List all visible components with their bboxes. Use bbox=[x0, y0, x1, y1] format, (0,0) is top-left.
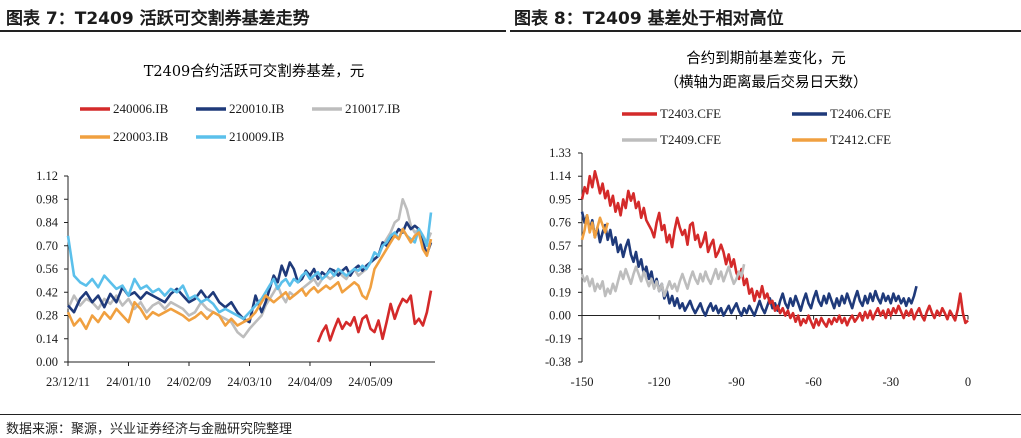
title-rule-left bbox=[0, 30, 506, 32]
x-tick-label: 24/05/09 bbox=[348, 375, 392, 389]
y-tick-label: 0.42 bbox=[36, 285, 58, 299]
legend-label-t2406-cfe: T2406.CFE bbox=[830, 106, 891, 121]
x-tick-label: -60 bbox=[805, 375, 822, 389]
basis-expiry-chart: 合约到期前基差变化，元 （横轴为距离最后交易日天数） T2403.CFE T2406.… bbox=[545, 50, 971, 389]
x-tick-label: -120 bbox=[648, 375, 671, 389]
chart-title: 合约到期前基差变化，元 bbox=[686, 50, 846, 67]
series-line-210009-ib bbox=[66, 212, 433, 321]
series-line-t2406-cfe bbox=[580, 211, 918, 317]
x-tick-label: 24/04/09 bbox=[288, 375, 332, 389]
y-tick-label: -0.19 bbox=[545, 332, 571, 346]
y-tick-label: 0.56 bbox=[36, 262, 58, 276]
y-tick-label: 0.57 bbox=[549, 239, 571, 253]
x-tick-label: 23/12/11 bbox=[46, 375, 90, 389]
series-line-t2409-cfe bbox=[580, 263, 746, 298]
y-tick-label: 0.19 bbox=[549, 285, 571, 299]
legend-label-220003-ib: 220003.IB bbox=[113, 129, 169, 144]
series-line-220010-ib bbox=[67, 221, 433, 324]
legend-label-220010-ib: 220010.IB bbox=[229, 101, 285, 116]
y-tick-label: 0.00 bbox=[36, 355, 58, 369]
x-tick-label: 24/01/10 bbox=[106, 375, 150, 389]
legend-label-t2409-cfe: T2409.CFE bbox=[660, 132, 721, 147]
legend-label-210009-ib: 210009.IB bbox=[229, 129, 285, 144]
x-tick-label: -30 bbox=[882, 375, 899, 389]
x-tick-label: 0 bbox=[965, 375, 971, 389]
y-tick-label: 0.76 bbox=[549, 216, 571, 230]
y-tick-label: 0.70 bbox=[36, 239, 58, 253]
legend-label-240006-ib: 240006.IB bbox=[113, 101, 169, 116]
series-line-t2412-cfe bbox=[580, 214, 609, 241]
data-source-note: 数据来源：聚源，兴业证券经济与金融研究院整理 bbox=[6, 422, 293, 437]
chart-title: T2409合约活跃可交割券基差，元 bbox=[144, 62, 365, 80]
figure-8-title: 图表 8：T2409 基差处于相对高位 bbox=[514, 9, 784, 29]
y-tick-label: 1.33 bbox=[549, 146, 571, 160]
y-tick-label: 1.12 bbox=[36, 169, 58, 183]
legend-label-210017-ib: 210017.IB bbox=[345, 101, 401, 116]
series-line-240006-ib bbox=[316, 290, 433, 343]
y-tick-label: 0.28 bbox=[36, 309, 58, 323]
series-line-t2403-cfe bbox=[580, 170, 969, 330]
y-tick-label: 0.00 bbox=[549, 309, 571, 323]
series-line-220003-ib bbox=[66, 227, 433, 331]
y-tick-label: 0.98 bbox=[36, 192, 58, 206]
x-tick-label: -150 bbox=[571, 375, 594, 389]
y-tick-label: 1.14 bbox=[549, 169, 572, 183]
x-tick-label: 24/02/09 bbox=[167, 375, 211, 389]
basis-trend-chart: T2409合约活跃可交割券基差，元 240006.IB 220010.IB 21001… bbox=[36, 62, 435, 389]
title-rule-right bbox=[510, 30, 1021, 32]
y-tick-label: 0.38 bbox=[549, 262, 571, 276]
x-tick-label: -90 bbox=[728, 375, 745, 389]
legend-label-t2412-cfe: T2412.CFE bbox=[830, 132, 891, 147]
x-tick-label: 24/03/10 bbox=[227, 375, 271, 389]
y-tick-label: 0.14 bbox=[36, 332, 59, 346]
bottom-rule bbox=[0, 414, 1021, 415]
y-tick-label: 0.95 bbox=[549, 192, 571, 206]
legend-label-t2403-cfe: T2403.CFE bbox=[660, 106, 721, 121]
y-tick-label: -0.38 bbox=[545, 355, 571, 369]
chart-subtitle: （横轴为距离最后交易日天数） bbox=[665, 73, 868, 91]
y-tick-label: 0.84 bbox=[36, 216, 59, 230]
figure-7-title: 图表 7：T2409 活跃可交割券基差走势 bbox=[6, 9, 310, 29]
